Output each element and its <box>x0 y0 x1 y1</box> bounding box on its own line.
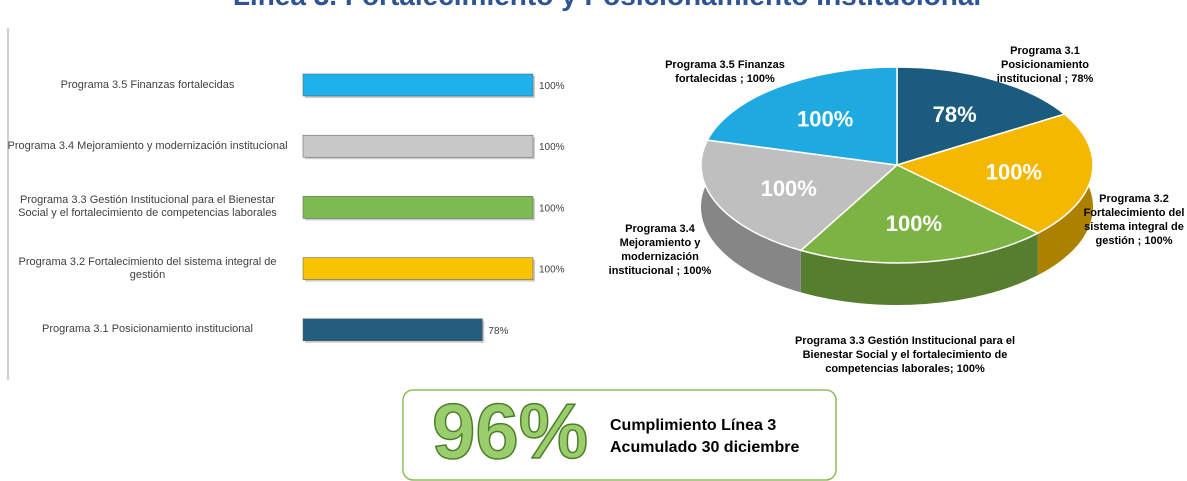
kpi-line: Cumplimiento Línea 3 <box>610 417 776 434</box>
category-label: Programa 3.3 Gestión Institucional para … <box>18 194 277 220</box>
slice-label: 100% <box>986 160 1042 185</box>
value-label: 100% <box>539 265 565 276</box>
slice-callout: Programa 3.3 Gestión Institucional para … <box>794 335 1016 375</box>
title: Línea 3. Fortalecimiento y Posicionamien… <box>233 0 981 11</box>
value-label: 78% <box>488 326 508 337</box>
category-label: Programa 3.1 Posicionamiento institucion… <box>42 323 253 336</box>
category-label: Programa 3.4 Mejoramiento y modernizació… <box>7 139 288 152</box>
pie-slice <box>706 66 898 166</box>
pie-side <box>701 140 801 293</box>
value-label: 100% <box>539 203 565 214</box>
slice-callout: Programa 3.2 Fortalecimiento del sistema… <box>1083 193 1185 247</box>
value-label: 100% <box>539 142 565 153</box>
kpi-box <box>402 389 837 481</box>
slice-label: 100% <box>797 106 853 131</box>
kpi-value: 96% <box>432 387 588 475</box>
category-label: Programa 3.2 Fortalecimiento del sistema… <box>18 255 277 281</box>
slice-label: 100% <box>886 211 942 236</box>
bar <box>302 196 534 219</box>
slice-callout: Programa 3.1 Posicionamiento institucion… <box>996 45 1094 85</box>
slice-label: 78% <box>933 102 977 127</box>
pie-slice <box>799 164 1040 264</box>
pie-slice <box>896 66 1067 167</box>
slice-callout: Programa 3.5 Finanzas fortalecidas ; 100… <box>665 59 785 85</box>
pie-side <box>800 233 1038 305</box>
slice-callout: Programa 3.4 Mejoramiento y modernizació… <box>608 223 712 277</box>
value-label: 100% <box>539 81 565 92</box>
kpi-line: Acumulado 30 diciembre <box>610 439 799 456</box>
pie-slice <box>894 113 1094 234</box>
category-label: Programa 3.5 Finanzas fortalecidas <box>60 78 235 91</box>
slice-label: 100% <box>761 176 817 201</box>
bar <box>302 318 483 342</box>
bar <box>302 73 534 97</box>
pie-slice <box>700 139 899 252</box>
bar <box>302 134 534 158</box>
bar <box>302 257 534 280</box>
